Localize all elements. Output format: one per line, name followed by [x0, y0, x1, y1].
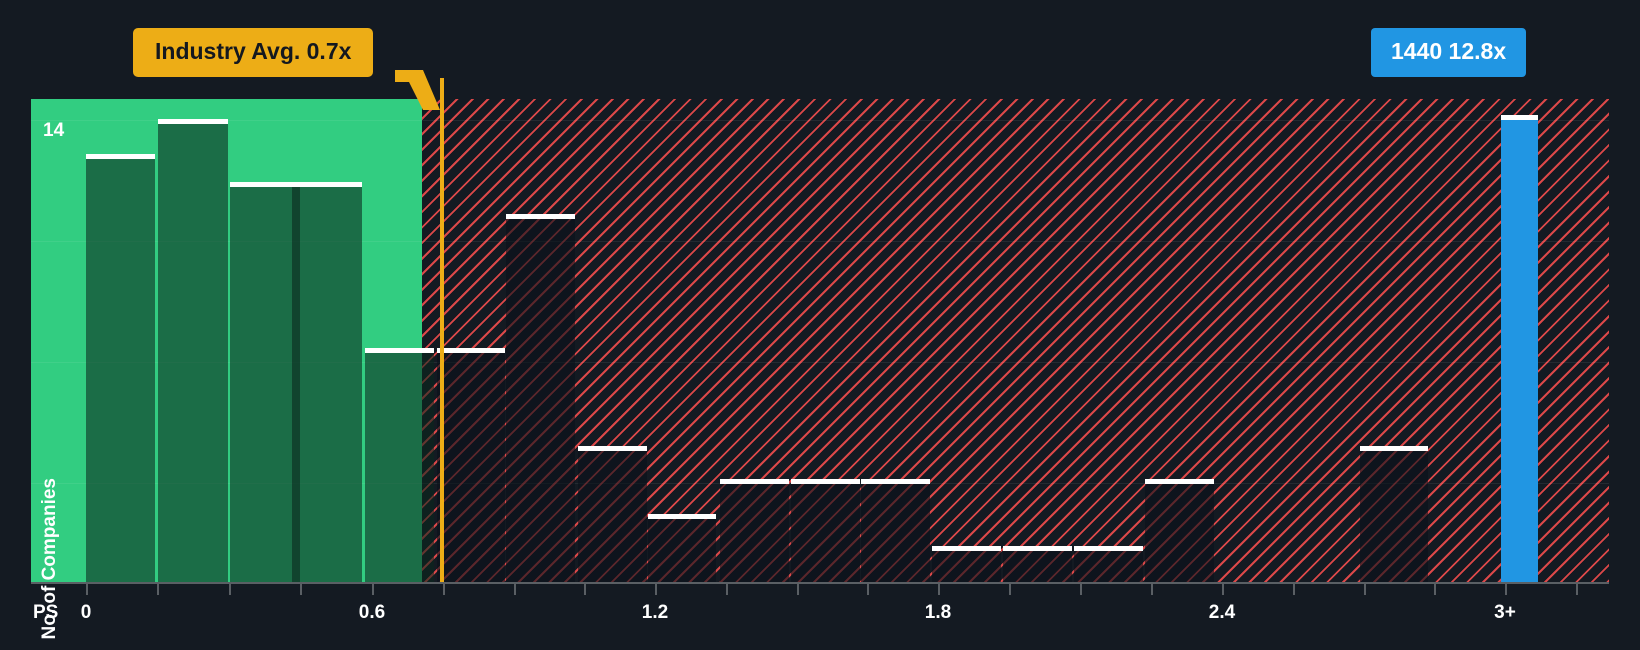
- x-tick-label: 1.2: [641, 602, 669, 623]
- x-tick-label: 3+: [1494, 602, 1516, 623]
- x-tick: [867, 584, 869, 595]
- x-tick: [372, 584, 374, 595]
- histogram-bar[interactable]: [1501, 115, 1538, 582]
- bar-cap: [1003, 546, 1072, 551]
- histogram-bar[interactable]: [1145, 479, 1214, 582]
- plot-area: [31, 99, 1609, 582]
- x-tick: [1222, 584, 1224, 595]
- histogram-bar[interactable]: [1074, 546, 1143, 582]
- bar-cap: [1145, 479, 1214, 484]
- x-tick: [938, 584, 940, 595]
- x-tick-label: 1.8: [924, 602, 952, 623]
- industry-average-tooltip[interactable]: Industry Avg. 0.7x: [133, 28, 374, 77]
- histogram-bar[interactable]: [791, 479, 860, 582]
- x-tick: [1080, 584, 1082, 595]
- x-tick: [1293, 584, 1295, 595]
- x-tick: [584, 584, 586, 595]
- histogram-bar[interactable]: [365, 348, 434, 582]
- bar-cap: [230, 182, 300, 187]
- histogram-bar[interactable]: [648, 514, 716, 582]
- x-tick: [797, 584, 799, 595]
- bar-cap: [506, 214, 575, 219]
- histogram-bar[interactable]: [720, 479, 789, 582]
- x-axis-name: PS: [33, 602, 59, 623]
- x-tick: [726, 584, 728, 595]
- histogram-bar[interactable]: [86, 154, 155, 582]
- bar-cap: [720, 479, 789, 484]
- bar-cap: [1501, 115, 1538, 120]
- company-value-badge[interactable]: 1440 12.8x: [1371, 28, 1527, 77]
- gridline-0: [31, 120, 1609, 121]
- x-tick: [514, 584, 516, 595]
- bar-cap: [365, 348, 434, 353]
- bar-cap: [1360, 446, 1428, 451]
- x-tick: [300, 584, 302, 595]
- industry-average-tooltip-tail: [395, 70, 440, 110]
- histogram-bar[interactable]: [1360, 446, 1428, 582]
- histogram-bar[interactable]: [932, 546, 1001, 582]
- y-axis-title: No. of Companies: [39, 478, 60, 640]
- histogram-bar[interactable]: [292, 182, 362, 582]
- x-tick: [1505, 584, 1507, 595]
- x-tick: [1434, 584, 1436, 595]
- bar-cap: [437, 348, 505, 353]
- x-tick: [86, 584, 88, 595]
- bar-cap: [158, 119, 228, 124]
- bar-cap: [861, 479, 930, 484]
- histogram-bar[interactable]: [1003, 546, 1072, 582]
- x-tick: [1009, 584, 1011, 595]
- bar-cap: [578, 446, 647, 451]
- histogram-bar[interactable]: [158, 119, 228, 582]
- histogram-bar[interactable]: [578, 446, 647, 582]
- bar-cap: [932, 546, 1001, 551]
- bar-cap: [292, 182, 362, 187]
- x-tick: [157, 584, 159, 595]
- x-tick-label: 0.6: [358, 602, 386, 623]
- histogram-bar[interactable]: [861, 479, 930, 582]
- x-tick: [1364, 584, 1366, 595]
- histogram-bar[interactable]: [437, 348, 505, 582]
- gridline-1: [31, 241, 1609, 242]
- bar-cap: [648, 514, 716, 519]
- y-max-label: 14: [43, 120, 65, 141]
- histogram-bar[interactable]: [230, 182, 300, 582]
- x-tick-label: 2.4: [1208, 602, 1236, 623]
- x-tick-label: 0: [80, 602, 92, 623]
- x-tick: [1576, 584, 1578, 595]
- bar-cap: [791, 479, 860, 484]
- x-tick: [655, 584, 657, 595]
- x-axis-line: [31, 582, 1609, 584]
- gridline-2: [31, 362, 1609, 363]
- industry-average-line: [440, 78, 444, 582]
- bar-cap: [86, 154, 155, 159]
- x-tick: [443, 584, 445, 595]
- x-tick: [229, 584, 231, 595]
- bar-cap: [1074, 546, 1143, 551]
- x-tick: [1151, 584, 1153, 595]
- histogram-bar[interactable]: [506, 214, 575, 582]
